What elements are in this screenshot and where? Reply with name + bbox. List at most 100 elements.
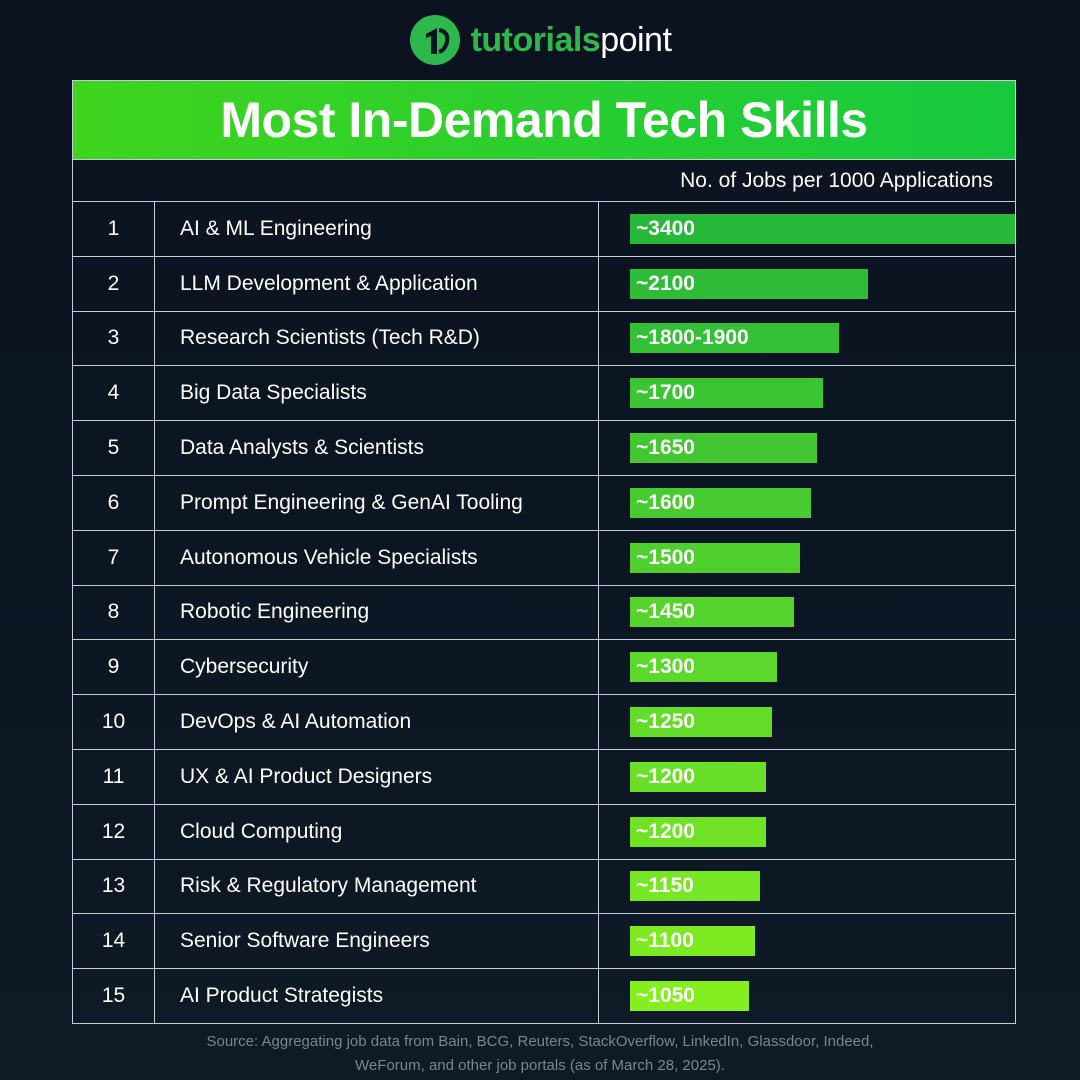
rank-cell: 15 <box>73 969 155 1023</box>
bar-value-label: ~1650 <box>636 436 695 460</box>
value-bar: ~1600 <box>630 487 812 518</box>
rank-cell: 8 <box>73 585 155 640</box>
value-bar: ~1450 <box>630 597 795 628</box>
value-bar: ~1250 <box>630 707 772 738</box>
bar-value-label: ~1450 <box>636 600 695 624</box>
bar-cell: ~1300 <box>599 640 1015 694</box>
value-bar: ~1050 <box>630 981 749 1012</box>
table-row: 1 AI & ML Engineering ~3400 <box>73 201 1015 256</box>
skill-label: Senior Software Engineers <box>155 914 599 969</box>
value-bar: ~1500 <box>630 542 800 573</box>
table-row: 11 UX & AI Product Designers ~1200 <box>73 748 1015 804</box>
tutorialspoint-logo-icon <box>409 15 460 65</box>
title-banner: Most In-Demand Tech Skills <box>73 81 1015 159</box>
bar-value-label: ~1050 <box>636 984 695 1008</box>
skill-label: AI & ML Engineering <box>155 202 599 256</box>
value-bar: ~1200 <box>630 816 766 847</box>
bar-cell: ~1450 <box>599 586 1015 640</box>
column-header-label: No. of Jobs per 1000 Applications <box>680 168 993 192</box>
bar-cell: ~1200 <box>599 750 1015 804</box>
rank-cell: 1 <box>73 202 155 256</box>
rank-cell: 3 <box>73 311 155 366</box>
bar-value-label: ~2100 <box>636 271 695 295</box>
bar-value-label: ~3400 <box>636 216 695 240</box>
bar-cell: ~3400 <box>599 202 1015 256</box>
bar-cell: ~1100 <box>599 914 1015 968</box>
bar-value-label: ~1200 <box>636 819 695 843</box>
table-row: 13 Risk & Regulatory Management ~1150 <box>73 858 1015 914</box>
table-row: 9 Cybersecurity ~1300 <box>73 639 1015 695</box>
rank-cell: 14 <box>73 914 155 969</box>
table-row: 12 Cloud Computing ~1200 <box>73 803 1015 859</box>
bar-cell: ~1600 <box>599 476 1015 530</box>
brand-name-part1: tutorials <box>470 20 601 59</box>
source-line-2: WeForum, and other job portals (as of Ma… <box>355 1057 725 1074</box>
skill-label: AI Product Strategists <box>155 969 599 1023</box>
bar-value-label: ~1100 <box>636 929 694 953</box>
skill-label: Research Scientists (Tech R&D) <box>155 311 599 366</box>
bar-cell: ~1800-1900 <box>599 312 1015 366</box>
bar-value-label: ~1150 <box>636 874 694 898</box>
bar-value-label: ~1250 <box>636 710 695 734</box>
table-row: 3 Research Scientists (Tech R&D) ~1800-190… <box>73 310 1015 366</box>
rank-cell: 11 <box>73 749 155 804</box>
table-row: 8 Robotic Engineering ~1450 <box>73 584 1015 640</box>
bar-value-label: ~1700 <box>636 381 695 405</box>
value-bar: ~1800-1900 <box>630 323 840 354</box>
rank-cell: 2 <box>73 256 155 311</box>
bar-value-label: ~1800-1900 <box>636 326 749 350</box>
skill-label: Autonomous Vehicle Specialists <box>155 530 599 585</box>
bar-value-label: ~1300 <box>636 655 695 679</box>
table-body: 1 AI & ML Engineering ~3400 2 LLM Developmen… <box>73 201 1015 1023</box>
value-bar: ~1200 <box>630 761 766 792</box>
bar-value-label: ~1200 <box>636 764 695 788</box>
skill-label: Prompt Engineering & GenAI Tooling <box>155 475 599 530</box>
table-row: 6 Prompt Engineering & GenAI Tooling ~1600 <box>73 474 1015 530</box>
brand-name: tutorialspoint <box>471 21 672 60</box>
table-row: 2 LLM Development & Application ~2100 <box>73 255 1015 311</box>
bar-cell: ~1700 <box>599 366 1015 420</box>
rank-cell: 13 <box>73 859 155 914</box>
rank-cell: 4 <box>73 366 155 421</box>
source-line-1: Source: Aggregating job data from Bain, … <box>206 1033 874 1050</box>
table-row: 5 Data Analysts & Scientists ~1650 <box>73 420 1015 475</box>
bar-cell: ~1200 <box>599 805 1015 859</box>
rank-cell: 6 <box>73 475 155 530</box>
skill-label: Robotic Engineering <box>155 585 599 640</box>
skill-label: DevOps & AI Automation <box>155 695 599 749</box>
source-note: Source: Aggregating job data from Bain, … <box>0 1030 1080 1078</box>
table-row: 15 AI Product Strategists ~1050 <box>73 968 1015 1023</box>
rank-cell: 7 <box>73 530 155 585</box>
rank-cell: 9 <box>73 640 155 695</box>
bar-cell: ~2100 <box>599 257 1015 311</box>
brand-logo: tutorialspoint <box>0 12 1080 68</box>
value-bar: ~2100 <box>630 268 868 299</box>
value-bar: ~1150 <box>630 871 761 902</box>
value-bar: ~3400 <box>630 213 1015 244</box>
bar-cell: ~1250 <box>599 695 1015 749</box>
skill-label: Risk & Regulatory Management <box>155 859 599 914</box>
table-row: 7 Autonomous Vehicle Specialists ~1500 <box>73 529 1015 585</box>
skill-label: Cybersecurity <box>155 640 599 695</box>
skills-table: Most In-Demand Tech Skills No. of Jobs p… <box>72 80 1016 1024</box>
value-bar: ~1700 <box>630 378 823 409</box>
bar-value-label: ~1500 <box>636 545 695 569</box>
skill-label: LLM Development & Application <box>155 256 599 311</box>
bar-value-label: ~1600 <box>636 490 695 514</box>
table-row: 14 Senior Software Engineers ~1100 <box>73 913 1015 969</box>
chart-title: Most In-Demand Tech Skills <box>220 92 868 148</box>
skill-label: Big Data Specialists <box>155 366 599 421</box>
skill-label: UX & AI Product Designers <box>155 749 599 804</box>
brand-name-part2: point <box>600 20 672 59</box>
rank-cell: 5 <box>73 421 155 475</box>
rank-cell: 12 <box>73 804 155 859</box>
bar-cell: ~1500 <box>599 531 1015 585</box>
value-bar: ~1100 <box>630 926 755 957</box>
value-bar: ~1650 <box>630 433 817 464</box>
bar-cell: ~1050 <box>599 969 1015 1023</box>
value-bar: ~1300 <box>630 652 778 683</box>
skill-label: Cloud Computing <box>155 804 599 859</box>
table-row: 4 Big Data Specialists ~1700 <box>73 365 1015 421</box>
bar-cell: ~1650 <box>599 421 1015 475</box>
bar-cell: ~1150 <box>599 860 1015 914</box>
